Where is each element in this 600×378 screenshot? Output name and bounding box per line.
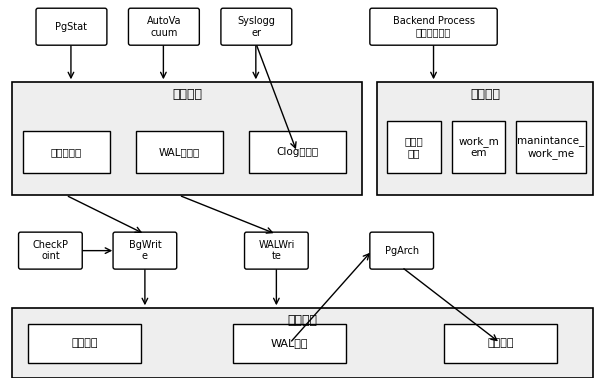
Text: 本地内存: 本地内存 <box>470 88 500 101</box>
Text: Clog缓冲区: Clog缓冲区 <box>277 147 319 157</box>
FancyBboxPatch shape <box>452 121 505 173</box>
Text: PgStat: PgStat <box>55 22 88 32</box>
FancyBboxPatch shape <box>245 232 308 269</box>
Text: 文件存储: 文件存储 <box>287 314 317 327</box>
FancyBboxPatch shape <box>248 132 346 173</box>
FancyBboxPatch shape <box>377 82 593 195</box>
Text: 归档日志: 归档日志 <box>487 338 514 348</box>
Text: work_m
em: work_m em <box>458 136 499 158</box>
FancyBboxPatch shape <box>221 8 292 45</box>
FancyBboxPatch shape <box>388 121 441 173</box>
FancyBboxPatch shape <box>36 8 107 45</box>
FancyBboxPatch shape <box>13 308 593 378</box>
Text: WAL缓冲区: WAL缓冲区 <box>158 147 200 157</box>
Text: 数据缓冲区: 数据缓冲区 <box>50 147 82 157</box>
FancyBboxPatch shape <box>516 121 586 173</box>
Text: 临时缓
冲区: 临时缓 冲区 <box>404 136 424 158</box>
FancyBboxPatch shape <box>19 232 82 269</box>
FancyBboxPatch shape <box>23 132 110 173</box>
Text: PgArch: PgArch <box>385 246 419 256</box>
FancyBboxPatch shape <box>136 132 223 173</box>
FancyBboxPatch shape <box>13 82 362 195</box>
Text: AutoVa
cuum: AutoVa cuum <box>146 16 181 37</box>
FancyBboxPatch shape <box>370 232 434 269</box>
Text: 共享内存: 共享内存 <box>172 88 202 101</box>
Text: 数据文件: 数据文件 <box>71 338 98 348</box>
Text: WAL文件: WAL文件 <box>271 338 308 348</box>
Text: Backend Process
（后端进程）: Backend Process （后端进程） <box>392 16 475 37</box>
Text: BgWrit
e: BgWrit e <box>128 240 161 262</box>
Text: WALWri
te: WALWri te <box>258 240 295 262</box>
FancyBboxPatch shape <box>128 8 199 45</box>
Text: CheckP
oint: CheckP oint <box>32 240 68 262</box>
Text: Syslogg
er: Syslogg er <box>238 16 275 37</box>
FancyBboxPatch shape <box>444 324 557 363</box>
Text: manintance_
work_me: manintance_ work_me <box>517 135 584 159</box>
FancyBboxPatch shape <box>233 324 346 363</box>
FancyBboxPatch shape <box>28 324 141 363</box>
FancyBboxPatch shape <box>370 8 497 45</box>
FancyBboxPatch shape <box>113 232 177 269</box>
